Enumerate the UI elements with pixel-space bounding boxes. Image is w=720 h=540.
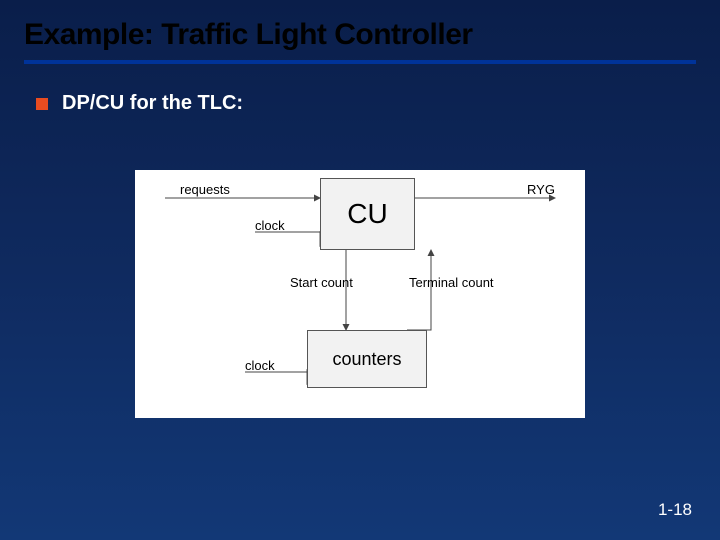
node-cu: CU xyxy=(320,178,415,250)
edge-label-terminal_count: Terminal count xyxy=(409,275,494,290)
node-label-cu: CU xyxy=(347,198,387,230)
edge-label-start_count: Start count xyxy=(290,275,353,290)
edge-label-clock_counters: clock xyxy=(245,358,275,373)
bullet-row: DP/CU for the TLC: xyxy=(0,64,720,115)
edge-label-ryg: RYG xyxy=(527,182,555,197)
bullet-icon xyxy=(36,98,48,110)
node-label-counters: counters xyxy=(332,349,401,370)
page-number: 1-18 xyxy=(658,500,692,520)
diagram-container: CU counters requests clock RYG Start count Ter… xyxy=(135,170,585,418)
edge-label-requests: requests xyxy=(180,182,230,197)
edge-terminal_count xyxy=(407,250,431,330)
slide-title: Example: Traffic Light Controller xyxy=(0,0,720,60)
edge-label-clock_cu: clock xyxy=(255,218,285,233)
node-counters: counters xyxy=(307,330,427,388)
bullet-text: DP/CU for the TLC: xyxy=(62,92,243,115)
